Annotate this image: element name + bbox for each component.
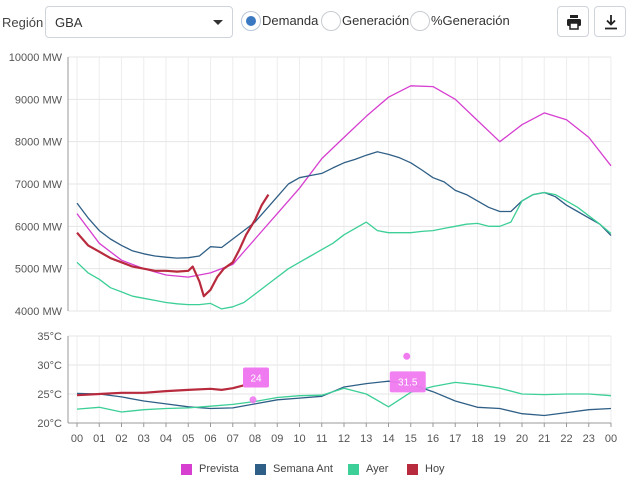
series-line-semana-ant	[76, 380, 612, 417]
y-tick-label: 7000 MW	[15, 179, 63, 191]
x-tick-label: 07	[227, 433, 239, 445]
demand-temperature-chart: 4000 MW 5000 MW 6000 MW 7000 MW 8000 MW 9000 …	[9, 52, 617, 445]
x-tick-label: 13	[360, 433, 372, 445]
x-tick-label: 09	[271, 433, 283, 445]
x-tick-label: 04	[160, 433, 172, 445]
region-label: Región	[2, 15, 44, 30]
x-tick-label: 14	[382, 433, 394, 445]
x-tick-label: 18	[471, 433, 483, 445]
x-tick-label: 01	[93, 433, 105, 445]
x-tick-label: 17	[449, 433, 461, 445]
radio-generacion-indicator	[321, 11, 341, 31]
radio-porcentaje-generacion-indicator	[410, 11, 430, 31]
temperature-dot	[249, 396, 257, 404]
x-tick-label: 11	[316, 433, 327, 445]
y-tick-label: 25°C	[37, 389, 62, 401]
series-line-hoy	[76, 194, 270, 298]
x-tick-label: 20	[516, 433, 528, 445]
x-tick-label: 00	[71, 433, 83, 445]
x-tick-label: 10	[293, 433, 305, 445]
radio-generacion-label: Generación	[342, 13, 410, 28]
y-tick-label: 8000 MW	[15, 137, 63, 149]
y-tick-label: 9000 MW	[15, 94, 63, 106]
series-line-ayer	[76, 191, 612, 310]
radio-demanda-indicator	[241, 11, 261, 31]
y-tick-label: 30°C	[37, 360, 62, 372]
temperature-dot	[403, 352, 411, 360]
legend-label-ayer: Ayer	[366, 463, 389, 475]
download-button[interactable]	[594, 6, 626, 37]
y-tick-label: 5000 MW	[15, 264, 63, 276]
y-tick-label: 6000 MW	[15, 221, 63, 233]
legend: Prevista Semana Ant Ayer Hoy	[0, 462, 634, 478]
legend-swatch-ayer	[348, 464, 359, 475]
temperature-bubble	[243, 367, 269, 388]
x-tick-label: 15	[405, 433, 417, 445]
print-button[interactable]	[557, 6, 589, 37]
y-tick-label: 20°C	[37, 418, 62, 430]
x-tick-label: 21	[538, 433, 550, 445]
x-tick-label: 00	[605, 433, 617, 445]
radio-porcentaje-generacion-label: %Generación	[431, 13, 510, 28]
legend-label-hoy: Hoy	[425, 463, 445, 475]
legend-label-semana-ant: Semana Ant	[273, 463, 333, 475]
y-tick-label: 35°C	[37, 331, 62, 343]
legend-swatch-semana-ant	[255, 464, 266, 475]
temperature-bubble-label: 31.5	[398, 377, 418, 388]
y-tick-label: 4000 MW	[15, 306, 63, 318]
region-select[interactable]: GBA	[45, 6, 233, 38]
x-tick-label: 23	[583, 433, 595, 445]
legend-swatch-hoy	[407, 464, 418, 475]
region-select-value: GBA	[55, 15, 83, 30]
series-line-ayer	[76, 381, 612, 413]
temperature-bubble-label: 24	[250, 374, 262, 385]
radio-demanda-label: Demanda	[262, 13, 319, 28]
y-tick-label: 10000 MW	[9, 52, 63, 64]
chevron-down-icon	[213, 20, 223, 25]
x-tick-label: 19	[494, 433, 506, 445]
x-tick-label: 03	[138, 433, 150, 445]
download-icon	[605, 15, 617, 30]
legend-swatch-prevista	[181, 464, 192, 475]
series-line-hoy	[76, 377, 265, 397]
toolbar: Región GBA Demanda Generación %Generació…	[0, 0, 634, 44]
series-line-prevista	[76, 85, 612, 278]
temperature-bubble	[389, 371, 426, 393]
legend-label-prevista: Prevista	[199, 463, 239, 475]
printer-icon	[567, 15, 581, 30]
x-tick-label: 06	[204, 433, 216, 445]
x-tick-label: 16	[427, 433, 439, 445]
x-tick-label: 05	[182, 433, 194, 445]
x-tick-label: 12	[338, 433, 350, 445]
x-tick-label: 02	[115, 433, 127, 445]
x-tick-label: 22	[560, 433, 572, 445]
x-tick-label: 08	[249, 433, 261, 445]
